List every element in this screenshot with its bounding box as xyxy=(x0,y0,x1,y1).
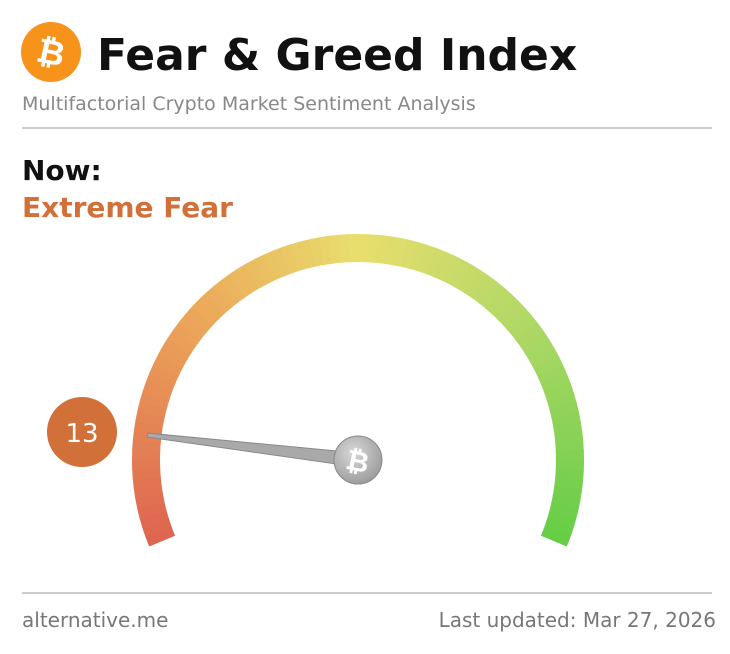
subtitle: Multifactorial Crypto Market Sentiment A… xyxy=(22,93,476,115)
needle-hub xyxy=(333,435,383,485)
logo: ₿ xyxy=(21,22,81,82)
classification: Extreme Fear xyxy=(22,191,233,224)
title: Fear & Greed Index xyxy=(97,30,577,81)
arc-segment xyxy=(540,527,571,547)
value-label: 13 xyxy=(65,419,98,449)
value-badge xyxy=(47,397,117,467)
source: alternative.me xyxy=(22,608,168,632)
needle xyxy=(146,432,360,468)
needle-layer: ₿13 xyxy=(47,397,383,485)
gauge-arc xyxy=(132,234,584,547)
now-label: Now: xyxy=(22,154,102,187)
last-updated: Last updated: Mar 27, 2026 xyxy=(439,608,716,632)
